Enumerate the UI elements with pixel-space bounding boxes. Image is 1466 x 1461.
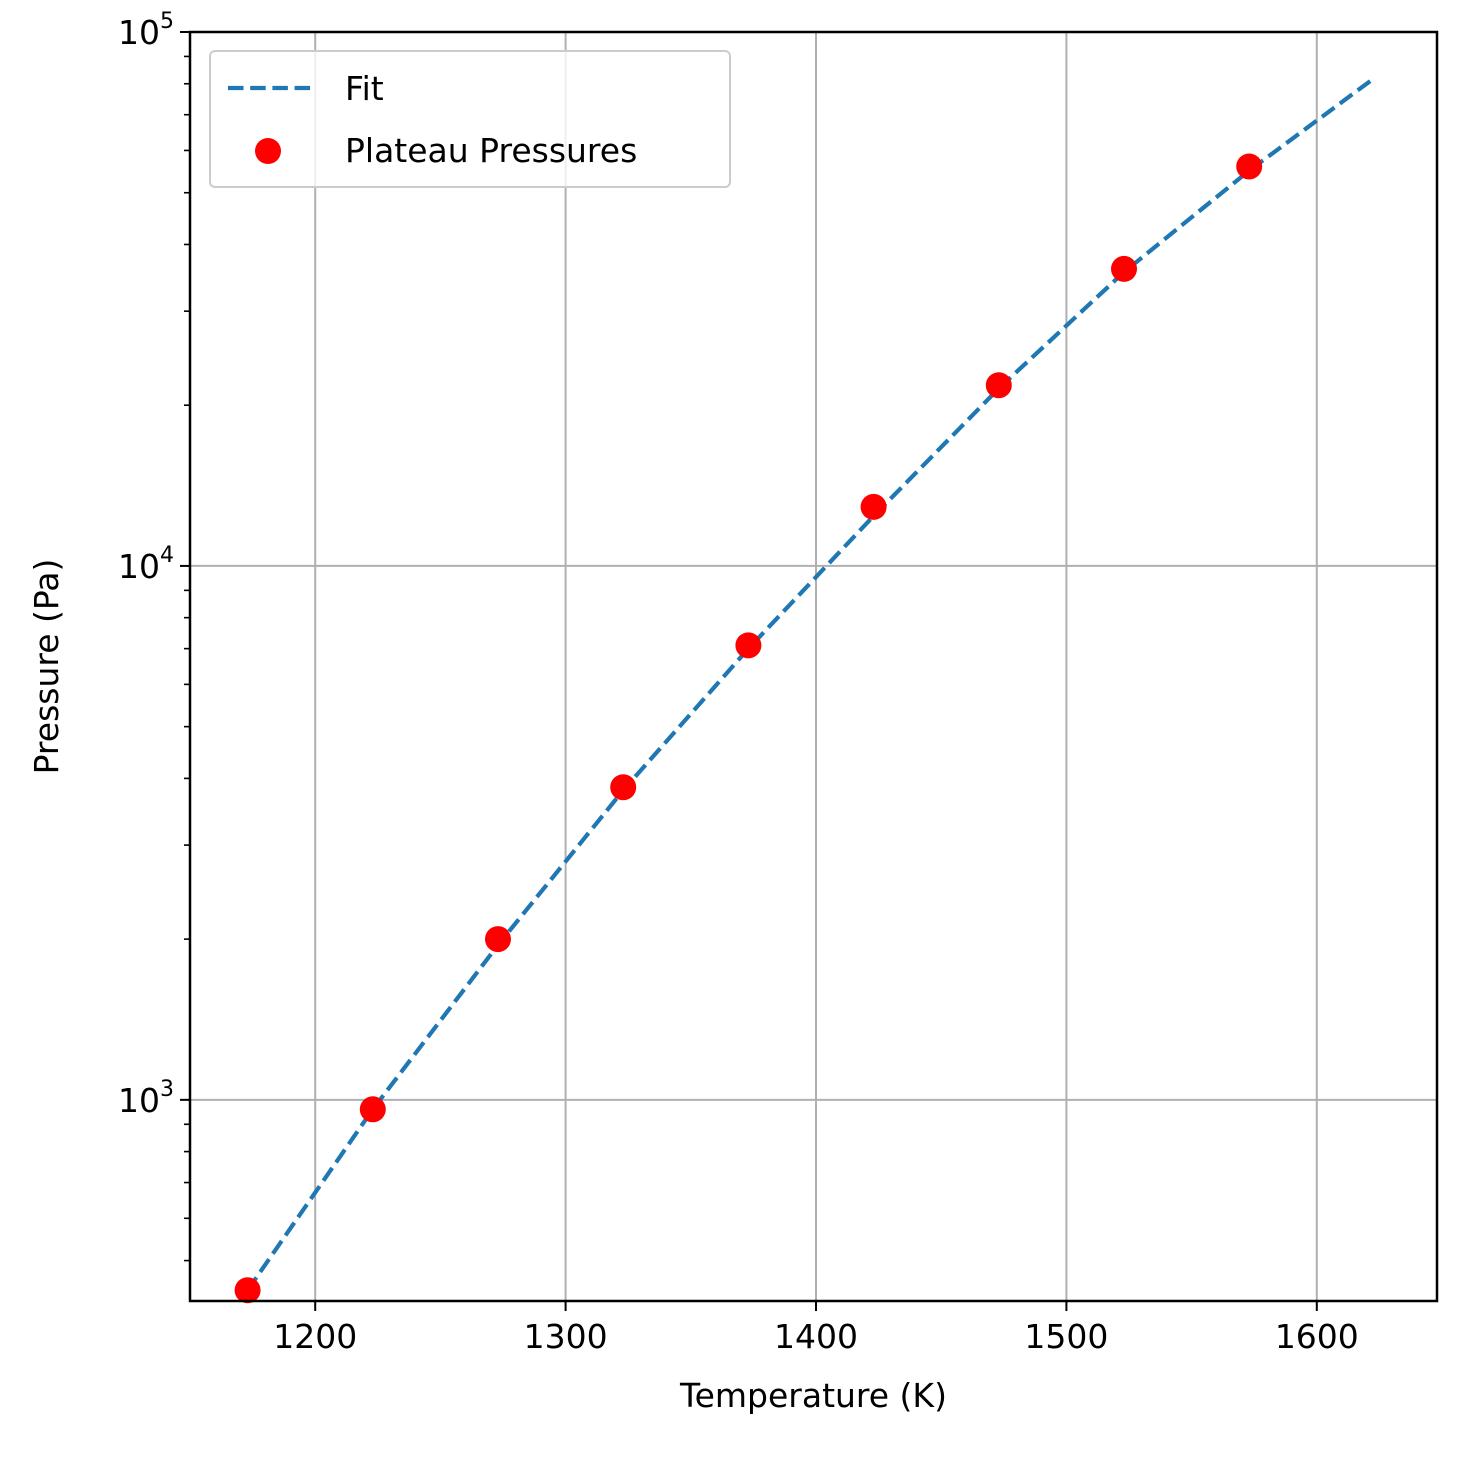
x-tick-label: 1600	[1275, 1317, 1359, 1356]
x-tick-label: 1300	[524, 1317, 608, 1356]
x-tick-label: 1200	[273, 1317, 357, 1356]
data-point	[359, 1096, 386, 1123]
data-point	[1110, 255, 1137, 282]
legend-scatter-label: Plateau Pressures	[345, 131, 637, 170]
data-point	[234, 1277, 261, 1304]
legend: Fit Plateau Pressures	[209, 50, 731, 188]
legend-box	[209, 50, 731, 188]
x-tick-label: 1400	[774, 1317, 858, 1356]
data-point	[1236, 153, 1263, 180]
y-axis-label: Pressure (Pa)	[27, 559, 66, 775]
y-tick-label: 103	[118, 1077, 174, 1120]
x-axis-label: Temperature (K)	[679, 1376, 947, 1415]
data-point	[985, 372, 1012, 399]
y-tick-label: 104	[118, 543, 174, 586]
y-tick-label: 105	[118, 9, 174, 52]
data-point	[484, 926, 511, 953]
fit-line	[245, 76, 1376, 1292]
data-point	[610, 774, 637, 801]
grid	[190, 31, 1437, 1301]
x-tick-label: 1500	[1024, 1317, 1108, 1356]
legend-scatter-swatch	[255, 138, 281, 164]
plot-frame	[188, 30, 1439, 1303]
data-point	[735, 632, 762, 659]
plot-series	[234, 76, 1376, 1304]
legend-fit-label: Fit	[345, 69, 384, 108]
data-point	[860, 493, 887, 520]
axis-ticks: 1200 1300 1400 1500 1600 103 104 105	[118, 9, 1359, 1356]
